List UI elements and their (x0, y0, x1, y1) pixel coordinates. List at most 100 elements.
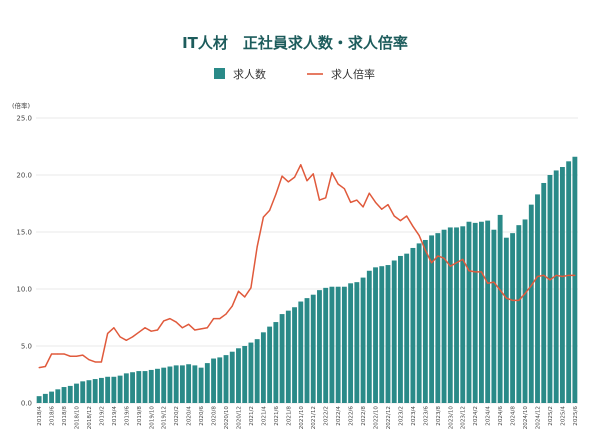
x-tick-label: 2023/2 (398, 406, 404, 426)
bar (92, 379, 98, 403)
bar (535, 194, 540, 403)
bar (254, 339, 260, 403)
bar (466, 221, 472, 403)
x-tick-label: 2018/4 (37, 406, 43, 426)
bar (528, 204, 534, 403)
bar-series (36, 156, 578, 403)
line-point (449, 265, 451, 267)
x-tick-label: 2020/12 (236, 406, 242, 429)
line-point (69, 355, 71, 357)
bar (142, 371, 148, 403)
bar (379, 266, 385, 403)
line-point (412, 225, 414, 227)
line-point (206, 327, 208, 329)
bar (516, 225, 522, 403)
line-point (543, 274, 545, 276)
line-point (437, 255, 439, 257)
line-point (555, 274, 557, 276)
line-point (406, 215, 408, 217)
bar (510, 233, 516, 403)
bar (260, 332, 266, 403)
bar (105, 376, 111, 403)
legend-line-label: 求人倍率 (331, 67, 375, 81)
bar (36, 396, 42, 403)
bar (559, 167, 565, 403)
x-tick-label: 2023/12 (461, 406, 467, 429)
bar (354, 282, 360, 403)
bar (148, 369, 154, 403)
line-point (368, 192, 370, 194)
line-point (374, 201, 377, 203)
line-point (88, 359, 90, 361)
bar (391, 260, 397, 403)
legend-bar-swatch (214, 68, 225, 79)
line-point (499, 289, 501, 291)
line-point (100, 361, 103, 363)
x-tick-label: 2025/4 (560, 406, 566, 426)
line-point (356, 199, 358, 201)
line-point (306, 180, 308, 182)
x-tick-label: 2019/2 (99, 406, 105, 426)
y-tick-label: 0.0 (21, 400, 32, 408)
bar (167, 366, 173, 403)
bar (503, 237, 509, 403)
y-tick-label: 20.0 (16, 172, 32, 180)
bar (217, 357, 223, 403)
line-point (505, 297, 507, 299)
x-tick-label: 2023/8 (436, 406, 442, 426)
legend-bar-label: 求人数 (233, 68, 266, 81)
bar (136, 371, 142, 403)
chart-title: IT人材 正社員求人数・求人倍率 (182, 34, 408, 52)
bar (242, 346, 248, 403)
x-tick-label: 2024/2 (473, 406, 479, 426)
line-point (131, 336, 134, 338)
line-point (524, 292, 526, 295)
bar (229, 351, 235, 403)
x-tick-label: 2024/12 (536, 406, 542, 429)
x-tick-label: 2019/8 (137, 406, 143, 426)
line-point (163, 320, 165, 322)
line-point (107, 332, 109, 335)
line-point (50, 353, 53, 355)
line-point (462, 258, 464, 260)
x-tick-label: 2021/2 (249, 406, 255, 426)
x-tick-label: 2025/6 (573, 406, 579, 426)
bar (223, 355, 229, 403)
x-axis: 2018/4 2018/6 2018/8 2018/10 2018/12 2019/2 20… (37, 406, 579, 430)
x-tick-label: 2021/6 (274, 406, 280, 426)
bar (86, 380, 92, 403)
x-tick-label: 2021/4 (261, 406, 267, 426)
bar (335, 286, 341, 403)
bar (460, 226, 466, 403)
x-tick-label: 2022/12 (386, 406, 392, 429)
line-point (156, 329, 159, 331)
line-series (38, 163, 576, 369)
line-point (281, 175, 283, 177)
x-tick-label: 2025/2 (548, 406, 554, 426)
bar (186, 364, 192, 403)
bar (123, 373, 129, 403)
line-point (325, 197, 327, 199)
x-tick-label: 2021/8 (286, 406, 292, 426)
bar (198, 367, 204, 403)
bar (74, 383, 79, 403)
line-point (387, 204, 389, 206)
bar (98, 377, 104, 403)
bar (285, 310, 291, 403)
y-tick-label: 15.0 (16, 229, 32, 237)
bar (192, 365, 198, 403)
line-point (487, 282, 489, 284)
line-point (138, 331, 140, 333)
line-point (455, 262, 458, 264)
line-point (337, 183, 339, 185)
line-point (362, 206, 364, 208)
x-tick-label: 2018/6 (50, 406, 56, 426)
legend: 求人数 求人倍率 (214, 67, 375, 81)
bar (42, 393, 48, 403)
x-tick-label: 2020/2 (174, 406, 180, 426)
x-tick-label: 2023/4 (411, 406, 417, 426)
y-tick-label: 25.0 (16, 115, 32, 123)
x-tick-label: 2024/8 (511, 406, 517, 426)
bar (491, 229, 497, 403)
bar (111, 376, 117, 403)
